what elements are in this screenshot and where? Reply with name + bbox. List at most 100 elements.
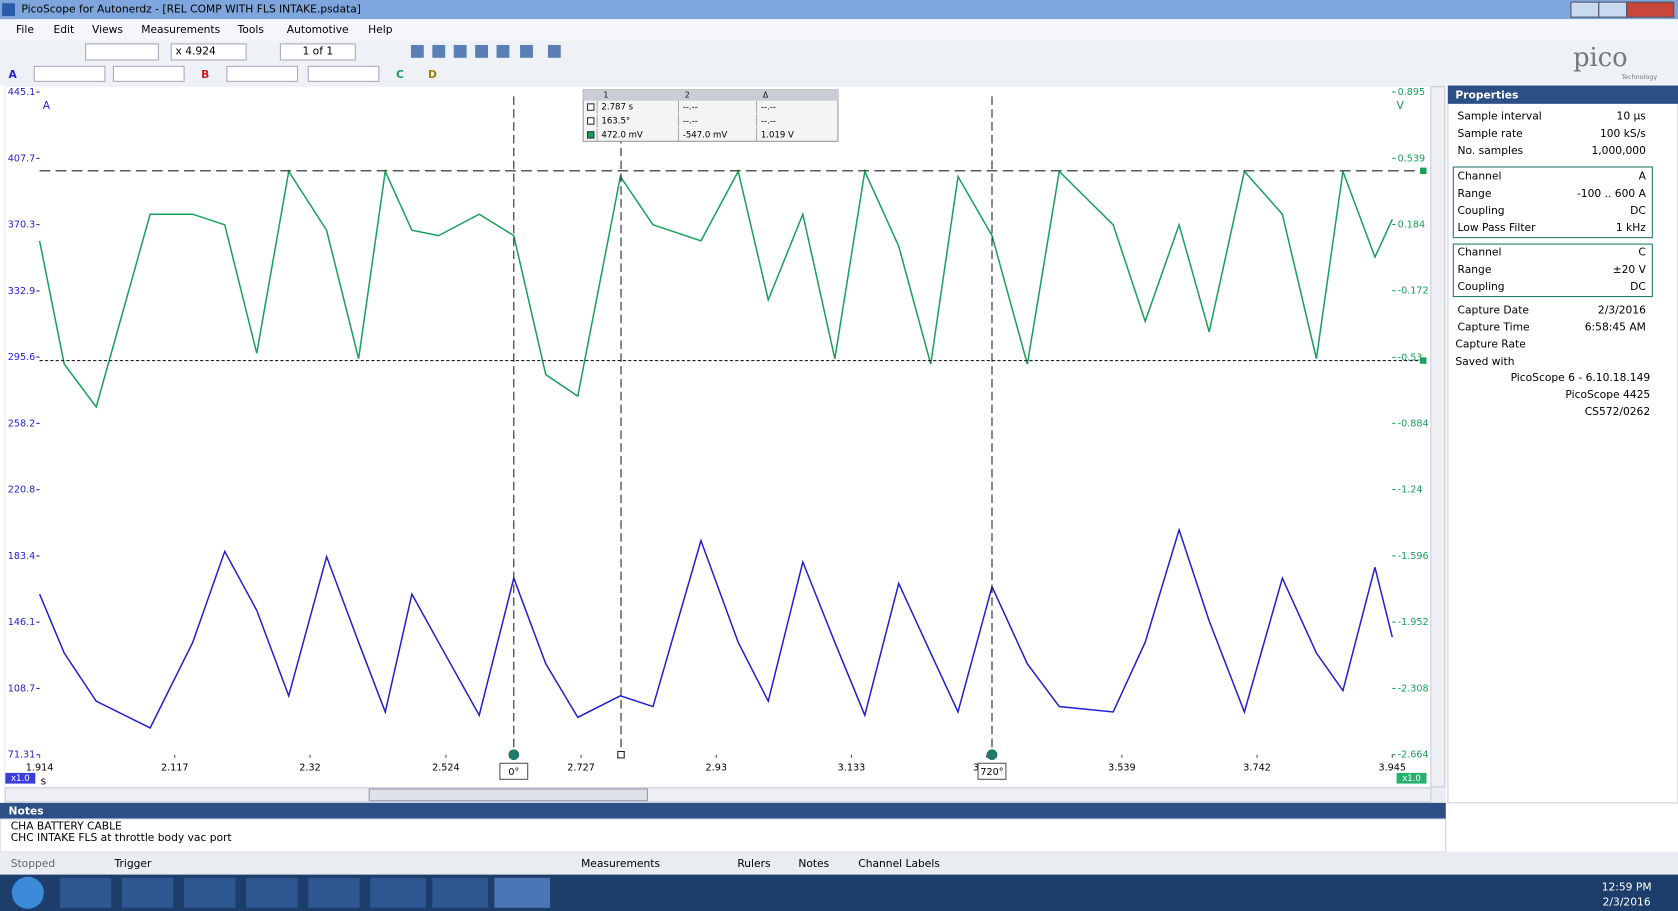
y2-tick-label: -0.172 — [1398, 286, 1429, 297]
taskbar-app[interactable] — [121, 877, 174, 908]
notes-area[interactable] — [0, 818, 1447, 853]
y-tick-label: 146.1 — [8, 617, 36, 628]
status-item[interactable]: Measurements — [581, 857, 660, 870]
channel-a-box — [1452, 166, 1653, 239]
vertical-scrollbar[interactable] — [1430, 86, 1446, 788]
channel-a-coupling[interactable] — [112, 65, 185, 82]
property-name: Coupling — [1458, 204, 1505, 217]
taskbar-app[interactable] — [370, 877, 426, 908]
y2-tick-label: -0.884 — [1398, 418, 1429, 429]
ruler-cell: --.-- — [683, 103, 698, 113]
property-name: Low Pass Filter — [1458, 221, 1537, 234]
start-button[interactable] — [11, 876, 44, 909]
taskbar-app[interactable] — [246, 877, 298, 908]
property-value: DC — [1630, 204, 1646, 217]
y-tick-label: 108.7 — [8, 683, 36, 694]
property-value: ±20 V — [1613, 263, 1647, 276]
tool-icon[interactable] — [520, 44, 533, 58]
clock-date: 2/3/2016 — [1603, 895, 1651, 908]
property-name: Range — [1458, 187, 1492, 200]
minimize-button[interactable] — [1570, 1, 1600, 18]
x-tick-label: 3.742 — [1243, 763, 1271, 774]
ruler-row-icon — [586, 117, 595, 125]
tool-icon[interactable] — [475, 44, 488, 58]
zoom-label: x 4.924 — [176, 44, 217, 57]
property-value: 1,000,000 — [1591, 144, 1646, 157]
ruler-cell: --.-- — [683, 116, 698, 126]
phase-label: 720° — [980, 767, 1003, 778]
taskbar-app[interactable] — [59, 877, 112, 908]
channel-b-range[interactable] — [226, 65, 299, 82]
phase-label: 0° — [508, 767, 519, 778]
menu-item: Help — [368, 23, 393, 36]
ruler-cell: 472.0 mV — [601, 130, 643, 140]
y-tick-label: 445.1 — [8, 87, 36, 98]
taskbar-app[interactable] — [308, 877, 360, 908]
property-value: A — [1639, 170, 1647, 183]
timebase-box[interactable] — [85, 43, 159, 61]
y-tick-label: 220.8 — [8, 485, 36, 496]
property-value: C — [1638, 246, 1645, 259]
property-value: DC — [1630, 280, 1646, 293]
tool-icon[interactable] — [453, 44, 467, 58]
buffer-box[interactable] — [279, 43, 356, 61]
zoom-box[interactable] — [170, 43, 247, 61]
level-ruler-handle[interactable] — [1420, 167, 1427, 175]
channel-button: B — [201, 68, 209, 81]
property-value: PicoScope 4425 — [1565, 388, 1650, 401]
ruler-cell: 1.019 V — [761, 130, 794, 140]
y-tick-label: 71.31 — [8, 750, 36, 761]
phase-ruler-handle[interactable] — [508, 749, 520, 761]
close-button[interactable] — [1626, 1, 1675, 18]
properties-header — [1447, 85, 1678, 104]
channel-button: D — [428, 68, 437, 81]
y-tick-label: 407.7 — [8, 153, 36, 164]
y2-tick-label: -1.596 — [1398, 551, 1429, 562]
channel-b-coupling[interactable] — [307, 65, 380, 82]
y-tick-label: 332.9 — [8, 286, 36, 297]
property-value: 1 kHz — [1616, 221, 1646, 234]
tool-icon[interactable] — [432, 44, 446, 58]
logo-sub: Technology — [1620, 73, 1657, 81]
property-name: Range — [1458, 263, 1492, 276]
properties-panel — [1447, 85, 1678, 804]
y2-tick-label: -2.308 — [1398, 683, 1429, 694]
ruler-header: Δ — [763, 90, 769, 99]
window-title: PicoScope for Autonerdz - [REL COMP WITH… — [21, 3, 361, 16]
tool-icon[interactable] — [410, 44, 424, 58]
property-value: PicoScope 6 - 6.10.18.149 — [1511, 371, 1651, 384]
taskbar-app[interactable] — [432, 877, 488, 908]
series-line — [38, 527, 1393, 729]
property-name: Saved with — [1455, 355, 1514, 368]
property-name: Channel — [1458, 170, 1502, 183]
channel-c-box — [1452, 243, 1653, 298]
phase-ruler-handle[interactable] — [986, 749, 998, 761]
level-ruler-handle[interactable] — [1420, 357, 1427, 364]
buffer-label: 1 of 1 — [302, 44, 333, 57]
taskbar-app[interactable] — [184, 877, 236, 908]
property-value: CS572/0262 — [1585, 405, 1650, 418]
taskbar-app[interactable] — [494, 877, 551, 908]
time-ruler-handle[interactable] — [617, 750, 625, 759]
channel-a-range[interactable] — [33, 65, 106, 82]
ruler-cell: -547.0 mV — [683, 130, 728, 140]
property-name: No. samples — [1458, 144, 1524, 157]
status-item[interactable]: Channel Labels — [858, 857, 940, 870]
x-tick-label: 2.727 — [567, 763, 595, 774]
tool-icon[interactable] — [496, 44, 510, 58]
status-item[interactable]: Rulers — [737, 857, 771, 870]
tool-icon[interactable] — [547, 44, 561, 58]
title-bar — [0, 0, 1678, 20]
notes-header — [0, 802, 1446, 819]
y-tick-label: 295.6 — [8, 352, 36, 363]
horizontal-scrollbar[interactable] — [4, 787, 1432, 803]
scroll-thumb[interactable] — [368, 788, 648, 802]
clock-time: 12:59 PM — [1602, 880, 1652, 893]
logo: pico — [1573, 43, 1627, 73]
maximize-button[interactable] — [1598, 1, 1628, 18]
property-name: Sample rate — [1458, 127, 1523, 140]
property-value: 100 kS/s — [1600, 127, 1646, 140]
status-item[interactable]: Notes — [798, 857, 829, 870]
menu-item: Edit — [54, 23, 75, 36]
menu-item: File — [16, 23, 34, 36]
